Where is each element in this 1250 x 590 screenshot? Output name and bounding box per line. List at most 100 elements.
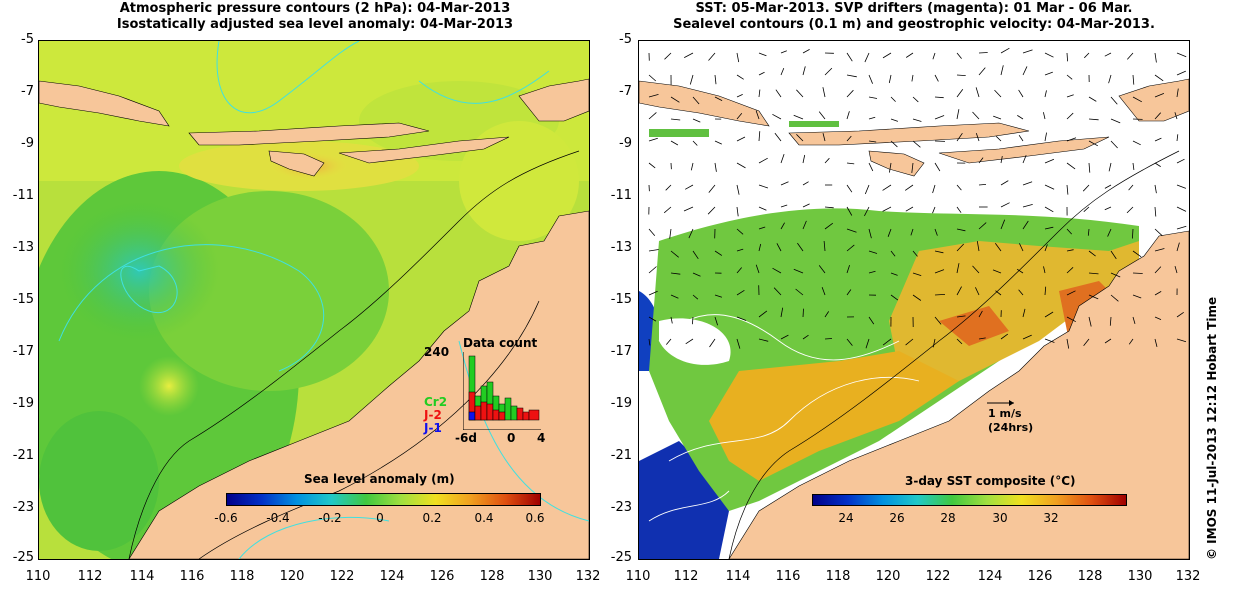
- velocity-arrow: [868, 116, 876, 120]
- velocity-arrow: [1110, 250, 1117, 260]
- velocity-arrow: [1108, 74, 1112, 84]
- velocity-arrow: [882, 184, 892, 191]
- velocity-arrow: [1088, 140, 1098, 147]
- velocity-arrow: [707, 206, 716, 215]
- velocity-arrow: [1154, 112, 1161, 120]
- velocity-arrow: [975, 287, 980, 296]
- velocity-arrow: [1088, 272, 1099, 275]
- left-xtick: 126: [429, 569, 455, 584]
- velocity-arrow: [780, 50, 787, 54]
- velocity-arrow: [934, 294, 946, 296]
- right-ytick: -9: [619, 136, 632, 151]
- velocity-arrow: [912, 250, 918, 257]
- velocity-arrow: [890, 294, 899, 301]
- right-ytick: -13: [610, 240, 632, 255]
- velocity-arrow: [846, 52, 853, 62]
- left-ytick: -11: [12, 188, 34, 203]
- velocity-arrow: [1082, 184, 1090, 192]
- velocity-arrow: [846, 135, 852, 142]
- velocity-arrow: [972, 265, 980, 274]
- velocity-arrow: [692, 96, 700, 105]
- velocity-arrow: [1110, 96, 1118, 105]
- velocity-arrow: [972, 111, 980, 120]
- velocity-arrow: [956, 88, 964, 98]
- sst-map: [638, 40, 1190, 560]
- velocity-arrow: [648, 266, 657, 274]
- velocity-arrow: [932, 206, 936, 214]
- velocity-arrow: [780, 67, 785, 76]
- velocity-arrow: [648, 249, 659, 252]
- velocity-arrow: [1044, 132, 1047, 142]
- velocity-arrow: [692, 272, 701, 277]
- histogram-xtick: 0: [507, 431, 516, 445]
- velocity-arrow: [683, 206, 694, 212]
- velocity-arrow: [1176, 206, 1187, 212]
- right-title-line1: SST: 05-Mar-2013. SVP drifters (magenta)…: [695, 1, 1133, 16]
- velocity-arrow: [1088, 294, 1099, 300]
- velocity-arrow: [670, 272, 681, 275]
- left-xtick: 110: [25, 569, 51, 584]
- histogram-title: Data count: [463, 336, 538, 350]
- velocity-arrow: [648, 112, 657, 120]
- velocity-arrow: [1154, 52, 1157, 63]
- velocity-arrow: [1066, 52, 1068, 62]
- left-ytick: -5: [21, 32, 34, 47]
- velocity-arrow: [824, 338, 833, 340]
- right-xtick: 118: [825, 569, 851, 584]
- velocity-arrow: [934, 250, 944, 254]
- sea-level-colorbar-tick: 0.4: [474, 511, 494, 525]
- velocity-arrow: [978, 157, 984, 164]
- velocity-arrow: [1154, 93, 1165, 98]
- velocity-arrow: [932, 52, 936, 60]
- velocity-arrow: [994, 243, 1002, 252]
- velocity-arrow: [1174, 265, 1178, 274]
- velocity-arrow: [934, 316, 942, 325]
- velocity-arrow: [890, 96, 896, 102]
- velocity-arrow: [1066, 290, 1076, 296]
- velocity-arrow: [1000, 47, 1010, 54]
- velocity-arrow: [934, 96, 944, 99]
- velocity-arrow: [1000, 180, 1009, 186]
- velocity-arrow: [1128, 184, 1134, 191]
- velocity-arrow: [758, 338, 769, 342]
- velocity-arrow: [1126, 206, 1134, 214]
- velocity-arrow: [714, 140, 722, 145]
- velocity-arrow: [956, 184, 962, 191]
- right-xtick: 130: [1127, 569, 1153, 584]
- sea-level-map-svg: [39, 41, 589, 559]
- velocity-arrow: [1000, 219, 1006, 230]
- velocity-arrow: [956, 228, 966, 232]
- right-xtick: 126: [1027, 569, 1053, 584]
- left-ytick: -7: [21, 84, 34, 99]
- velocity-arrow: [978, 337, 986, 340]
- velocity-arrow: [795, 288, 804, 296]
- velocity-arrow: [1154, 137, 1162, 142]
- histogram-ymax: 240: [424, 345, 450, 359]
- velocity-arrow: [1000, 202, 1010, 208]
- velocity-arrow: [736, 74, 744, 80]
- velocity-arrow: [975, 87, 980, 98]
- velocity-arrow: [1066, 112, 1074, 120]
- velocity-arrow: [1000, 156, 1003, 164]
- velocity-arrow: [995, 290, 1002, 296]
- velocity-arrow: [956, 338, 963, 345]
- histogram-xtick: -6d: [455, 431, 477, 445]
- velocity-arrow: [912, 96, 919, 103]
- velocity-arrow: [793, 114, 804, 120]
- left-xtick: 118: [229, 569, 255, 584]
- velocity-arrow: [1044, 338, 1055, 343]
- velocity-arrow: [1066, 228, 1072, 235]
- velocity-arrow: [911, 162, 914, 173]
- sea-level-colorbar: [226, 493, 541, 506]
- velocity-arrow: [1043, 112, 1046, 120]
- velocity-arrow: [665, 184, 672, 191]
- velocity-arrow: [1000, 65, 1004, 76]
- left-xtick: 132: [575, 569, 601, 584]
- left-xtick: 122: [329, 569, 355, 584]
- velocity-arrow: [868, 270, 876, 274]
- velocity-arrow: [1022, 49, 1033, 54]
- right-ytick: -17: [610, 344, 632, 359]
- velocity-scale-label: 1 m/s: [988, 407, 1022, 420]
- velocity-arrow: [758, 52, 767, 57]
- velocity-arrow: [1018, 289, 1024, 296]
